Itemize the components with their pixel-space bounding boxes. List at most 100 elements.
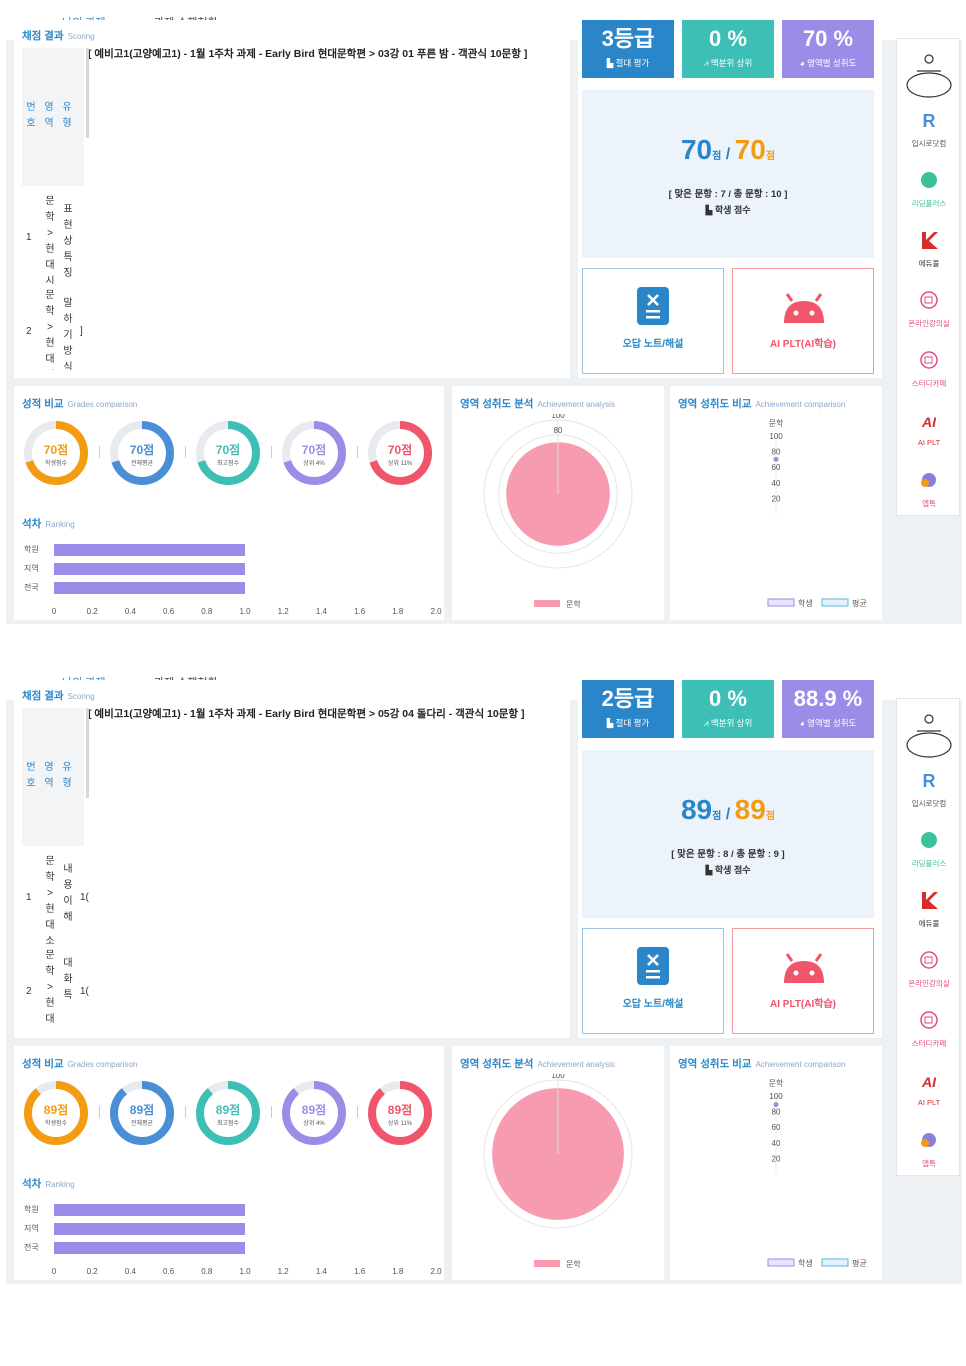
score-box: 70점 / 70점 [ 맞은 문항 : 7 / 총 문항 : 10 ] ▙ 학생… xyxy=(582,90,874,258)
row-area: 문학>현대시 xyxy=(45,196,55,284)
percentile-badge: 0 % ⩘ 백분위 상위 xyxy=(682,680,774,738)
sidebar-item[interactable]: 온라인강의실 xyxy=(897,949,961,989)
score-donut xyxy=(368,1081,432,1145)
header-number: 번호 xyxy=(26,762,36,789)
donut-label: 70점 최고점수 xyxy=(198,441,258,467)
ranking-bar xyxy=(54,1223,245,1235)
ai-plt-button[interactable]: AI PLT(AI학습) xyxy=(732,268,874,374)
bell-icon[interactable] xyxy=(905,51,953,99)
achievement-label: ◕ 영역별 성취도 xyxy=(799,58,857,68)
score-donut xyxy=(110,421,174,485)
donut-divider xyxy=(357,446,358,458)
student-score-label-text: 학생 점수 xyxy=(714,205,751,215)
ranking-label: 학원 xyxy=(24,1204,39,1214)
ranking-tick: 0.4 xyxy=(125,607,137,616)
donut-label: 89점 상위 11% xyxy=(370,1101,430,1127)
sidebar-item[interactable]: R 입시로닷컴 xyxy=(897,769,961,809)
comparison-tick: 100 xyxy=(769,1092,783,1101)
scoring-subtitle: Scoring xyxy=(67,692,95,701)
sidebar-item[interactable]: AI AI PLT xyxy=(897,409,961,447)
wrong-note-button[interactable]: 오답 노트/해설 xyxy=(582,268,724,374)
online-lecture-icon xyxy=(920,291,938,309)
ranking-label: 지역 xyxy=(24,1223,39,1233)
wrong-note-button[interactable]: 오답 노트/해설 xyxy=(582,928,724,1034)
radar-tick: 80 xyxy=(554,426,563,435)
sidebar-item-label: 리딩플러스 xyxy=(911,859,947,868)
ranking-tick: 1.4 xyxy=(316,1267,328,1276)
header-type: 유형 xyxy=(62,762,72,789)
ranking-tick: 0 xyxy=(52,607,57,616)
sidebar-item[interactable]: 앱톡 xyxy=(897,1129,961,1169)
table-scrollbar[interactable] xyxy=(86,708,89,798)
ipsiro-icon: R xyxy=(923,111,936,131)
sidebar-item[interactable]: 온라인강의실 xyxy=(897,289,961,329)
ranking-label: 전국 xyxy=(24,582,39,592)
achievement-label: ◕ 영역별 성취도 xyxy=(799,718,857,728)
donut-value: 89점 xyxy=(129,1103,155,1117)
bell-icon[interactable] xyxy=(905,711,953,759)
total-score: 89 xyxy=(734,794,766,825)
reading-glyph xyxy=(921,832,937,848)
edumall-icon xyxy=(922,892,938,909)
task-headline: [ 예비고1(고양예고1) - 1월 1주차 과제 - Early Bird 현… xyxy=(88,708,525,720)
sidebar-item[interactable]: R 입시로닷컴 xyxy=(897,109,961,149)
legend-student-swatch xyxy=(767,598,795,607)
radar-tick: 100 xyxy=(551,1074,565,1080)
donut-divider xyxy=(271,1106,272,1118)
ranking-label: 전국 xyxy=(24,1242,39,1252)
donut-label: 70점 상위 4% xyxy=(284,441,344,467)
sidebar-item[interactable]: AI AI PLT xyxy=(897,1069,961,1107)
donut-value: 70점 xyxy=(301,443,327,457)
score-donut xyxy=(110,1081,174,1145)
donut-arc xyxy=(196,1081,260,1145)
donut-divider xyxy=(185,1106,186,1118)
grade-label: ▙ 절대 평가 xyxy=(606,58,650,68)
sidebar-item[interactable]: 리딩플러스 xyxy=(897,829,961,869)
score-donut xyxy=(24,1081,88,1145)
ranking-bar xyxy=(54,1204,245,1216)
sidebar-item[interactable]: 리딩플러스 xyxy=(897,169,961,209)
reading-plus-icon xyxy=(921,832,937,848)
study-cafe-icon xyxy=(920,351,938,369)
ai-plt-button[interactable]: AI PLT(AI학습) xyxy=(732,928,874,1034)
grades-subtitle: Grades comparison xyxy=(67,400,138,409)
wrong-note-label: 오답 노트/해설 xyxy=(622,339,684,350)
cafe-glyph xyxy=(920,351,938,369)
question-count: [ 맞은 문항 : 7 / 총 문항 : 10 ] xyxy=(668,189,788,200)
donut-value: 89점 xyxy=(387,1103,413,1117)
sidebar-item[interactable]: 스터디카페 xyxy=(897,1009,961,1049)
sidebar-item-label: 온라인강의실 xyxy=(908,319,950,328)
ranking-tick: 2.0 xyxy=(430,607,442,616)
student-score: 70 xyxy=(680,134,713,165)
student-score-label: ▙ 학생 점수 xyxy=(705,205,751,215)
sidebar-item[interactable]: 스터디카페 xyxy=(897,349,961,389)
ranking-title-text: 석차 xyxy=(22,518,42,530)
apptalk-glyph-dot xyxy=(921,479,929,487)
donut-arc xyxy=(24,421,88,485)
achievement-label-text: 영역별 성취도 xyxy=(807,718,857,728)
score-separator: / xyxy=(721,806,735,823)
sidebar-item[interactable]: 에듀몰 xyxy=(897,889,961,929)
ranking-bar xyxy=(54,582,245,594)
row-extra: 1( xyxy=(80,986,89,997)
comparison-tick: 20 xyxy=(772,494,781,503)
row-number: 2 xyxy=(26,986,32,997)
note-icon xyxy=(637,947,669,985)
table-scrollbar[interactable] xyxy=(86,48,89,138)
grade-label-text: 절대 평가 xyxy=(615,718,650,728)
total-unit: 점 xyxy=(765,151,776,162)
sidebar-item-label: 에듀몰 xyxy=(918,919,940,928)
cafe-glyph-screen xyxy=(924,1016,933,1024)
score-donut xyxy=(368,421,432,485)
sidebar-item[interactable]: 앱톡 xyxy=(897,469,961,509)
percentile-value: 0 % xyxy=(709,686,747,711)
donut-divider xyxy=(99,1106,100,1118)
donut-sub: 전체평균 xyxy=(130,1121,154,1127)
student-score-label: ▙ 학생 점수 xyxy=(705,865,751,875)
sidebar-item[interactable]: 에듀몰 xyxy=(897,229,961,269)
comparison-title-text: 영역 성취도 비교 xyxy=(678,398,752,410)
comparison-point xyxy=(773,1102,779,1108)
